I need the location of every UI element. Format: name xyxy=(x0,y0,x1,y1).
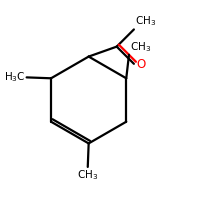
Text: CH$_3$: CH$_3$ xyxy=(77,168,98,182)
Text: O: O xyxy=(136,58,145,71)
Text: CH$_3$: CH$_3$ xyxy=(135,14,157,28)
Text: CH$_3$: CH$_3$ xyxy=(130,40,152,54)
Text: H$_3$C: H$_3$C xyxy=(4,70,25,84)
